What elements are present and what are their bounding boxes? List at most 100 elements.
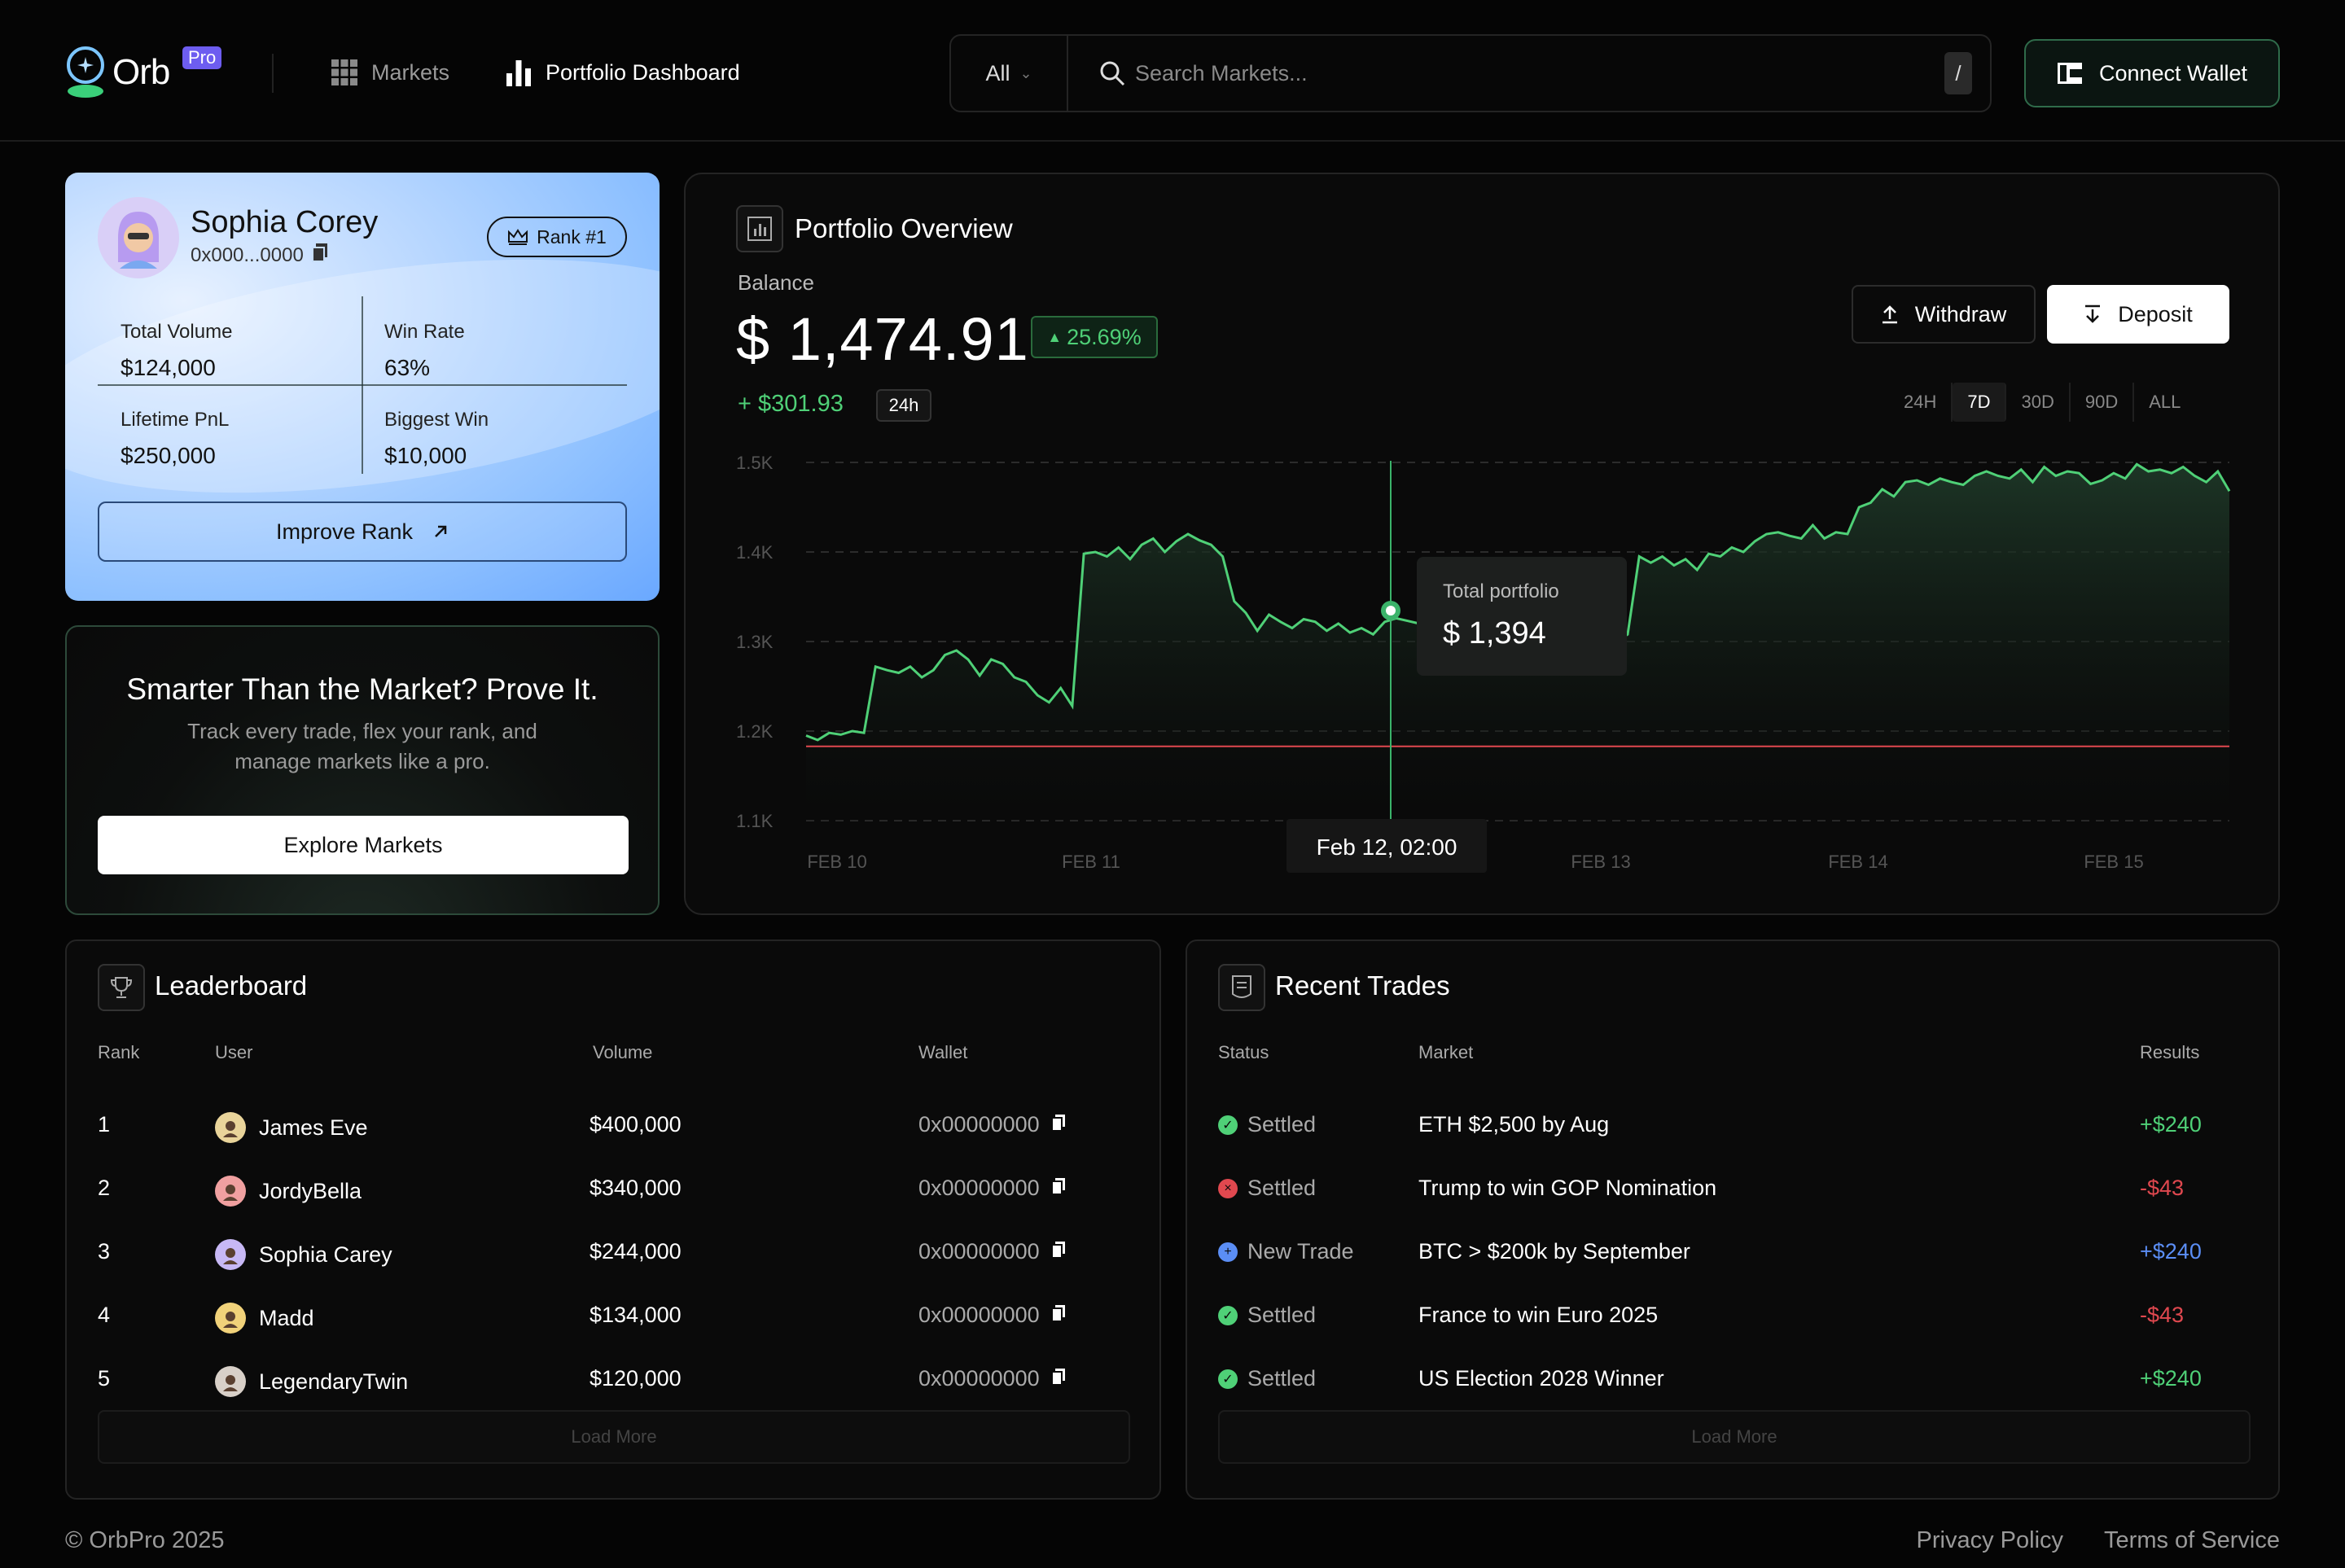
promo-title: Smarter Than the Market? Prove It.: [126, 672, 598, 706]
market-cell[interactable]: ETH $2,500 by Aug: [1418, 1112, 1610, 1137]
range-90d[interactable]: 90D: [2071, 383, 2135, 422]
hover-marker-core: [1386, 606, 1396, 615]
range-30d[interactable]: 30D: [2006, 383, 2071, 422]
table-row[interactable]: 5 LegendaryTwin $120,000 0x00000000: [67, 1355, 1159, 1404]
table-row[interactable]: × Settled Trump to win GOP Nomination -$…: [1187, 1164, 2278, 1213]
time-range-selector: 24H 7D 30D 90D ALL: [1889, 383, 2195, 422]
promo-subtitle: Track every trade, flex your rank, and m…: [187, 719, 537, 773]
withdraw-button[interactable]: Withdraw: [1852, 285, 2036, 344]
col-header-status: Status: [1218, 1042, 1269, 1062]
copy-icon[interactable]: [1050, 1176, 1066, 1201]
x-tick-label: FEB 11: [1062, 852, 1120, 872]
check-circle-icon: ✓: [1218, 1369, 1238, 1389]
range-7d[interactable]: 7D: [1953, 383, 2007, 422]
deposit-button[interactable]: Deposit: [2047, 285, 2229, 344]
status-cell: + New Trade: [1218, 1239, 1354, 1264]
trades-load-more-button[interactable]: Load More: [1218, 1410, 2251, 1464]
arrow-up-right-icon: [435, 525, 447, 537]
copy-icon[interactable]: [1050, 1112, 1066, 1137]
stat-label: Lifetime PnL: [121, 409, 230, 431]
user-cell: Madd: [215, 1303, 314, 1334]
wallet-cell: 0x00000000: [918, 1239, 1066, 1264]
status-cell: × Settled: [1218, 1176, 1316, 1201]
profile-name: Sophia Corey: [191, 205, 379, 239]
leaderboard-load-more-button[interactable]: Load More: [98, 1410, 1130, 1464]
wallet-icon: [2057, 63, 2082, 84]
avatar: [215, 1239, 246, 1270]
range-24h[interactable]: 24H: [1889, 383, 1953, 422]
result-cell: -$43: [2140, 1303, 2185, 1327]
table-row[interactable]: ✓ Settled France to win Euro 2025 -$43: [1187, 1291, 2278, 1340]
portfolio-title: Portfolio Overview: [795, 213, 1013, 243]
avatar: [215, 1176, 246, 1207]
rank-cell: 1: [98, 1112, 111, 1137]
table-row[interactable]: ✓ Settled US Election 2028 Winner +$240: [1187, 1355, 2278, 1404]
table-row[interactable]: 4 Madd $134,000 0x00000000: [67, 1291, 1159, 1340]
download-icon: [2085, 304, 2101, 323]
table-row[interactable]: + New Trade BTC > $200k by September +$2…: [1187, 1228, 2278, 1277]
market-cell[interactable]: Trump to win GOP Nomination: [1418, 1176, 1717, 1200]
x-tick-label: FEB 10: [807, 852, 866, 872]
result-cell: +$240: [2140, 1112, 2202, 1137]
avatar: [215, 1303, 246, 1334]
connect-wallet-button[interactable]: Connect Wallet: [2024, 39, 2280, 107]
explore-markets-button[interactable]: Explore Markets: [98, 816, 629, 874]
market-cell[interactable]: BTC > $200k by September: [1418, 1239, 1690, 1264]
table-row[interactable]: 2 JordyBella $340,000 0x00000000: [67, 1164, 1159, 1213]
table-row[interactable]: 1 James Eve $400,000 0x00000000: [67, 1101, 1159, 1150]
market-cell[interactable]: US Election 2028 Winner: [1418, 1366, 1664, 1391]
portfolio-overview-panel: 1.5K 1.4K 1.3K 1.2K 1.1K FEB 10 FEB 11 FEB 13 FE…: [684, 173, 2280, 915]
y-tick-label: 1.3K: [736, 632, 774, 652]
volume-cell: $120,000: [590, 1366, 682, 1391]
nav-portfolio-dashboard[interactable]: Portfolio Dashboard: [505, 59, 740, 86]
col-header-rank: Rank: [98, 1042, 140, 1062]
search-shortcut-key: /: [1944, 52, 1972, 94]
receipt-icon: [1218, 964, 1265, 1011]
stat-win-rate: Win Rate 63%: [384, 321, 465, 381]
search-icon: [1099, 60, 1125, 90]
copy-icon[interactable]: [1050, 1366, 1066, 1391]
nav-markets[interactable]: Markets: [331, 59, 449, 86]
user-name: LegendaryTwin: [259, 1369, 409, 1394]
volume-cell: $244,000: [590, 1239, 682, 1264]
market-cell[interactable]: France to win Euro 2025: [1418, 1303, 1659, 1327]
orb-logo-icon: [65, 46, 106, 99]
chart-box-icon: [736, 205, 783, 252]
top-header: Orb Pro Markets Portfolio Dashboard All …: [0, 0, 2345, 142]
plus-circle-icon: +: [1218, 1242, 1238, 1262]
stat-label: Biggest Win: [384, 409, 489, 431]
profile-card: Sophia Corey 0x000...0000 Rank #1 Total …: [65, 173, 660, 601]
rank-cell: 4: [98, 1303, 111, 1327]
table-row[interactable]: ✓ Settled ETH $2,500 by Aug +$240: [1187, 1101, 2278, 1150]
stat-label: Total Volume: [121, 321, 233, 343]
wallet-address: 0x00000000: [918, 1366, 1040, 1391]
nav-portfolio-label: Portfolio Dashboard: [546, 59, 740, 85]
status-cell: ✓ Settled: [1218, 1112, 1316, 1137]
deposit-label: Deposit: [2118, 301, 2193, 326]
range-all[interactable]: ALL: [2149, 392, 2181, 412]
copy-icon[interactable]: [1050, 1239, 1066, 1264]
privacy-policy-link[interactable]: Privacy Policy: [1916, 1527, 2064, 1553]
wallet-address: 0x00000000: [918, 1112, 1040, 1137]
copy-icon[interactable]: [1050, 1303, 1066, 1328]
user-name: JordyBella: [259, 1178, 362, 1203]
user-name: James Eve: [259, 1115, 368, 1140]
improve-rank-button[interactable]: Improve Rank: [98, 501, 627, 562]
logo[interactable]: Orb: [65, 46, 170, 99]
avatar: [98, 197, 179, 278]
y-tick-label: 1.4K: [736, 542, 774, 563]
table-row[interactable]: 3 Sophia Carey $244,000 0x00000000: [67, 1228, 1159, 1277]
col-header-results: Results: [2140, 1042, 2200, 1062]
wallet-cell: 0x00000000: [918, 1303, 1066, 1328]
copy-icon[interactable]: [311, 243, 328, 268]
stat-biggest-win: Biggest Win $10,000: [384, 409, 489, 469]
x-tick-label: FEB 15: [2084, 852, 2143, 872]
search-filter-value: All: [985, 60, 1010, 85]
avatar: [215, 1112, 246, 1143]
terms-of-service-link[interactable]: Terms of Service: [2104, 1527, 2280, 1553]
promo-card: Smarter Than the Market? Prove It. Track…: [65, 625, 660, 915]
check-circle-icon: ✓: [1218, 1305, 1238, 1325]
rank-cell: 3: [98, 1239, 111, 1264]
search-input[interactable]: [1135, 54, 1917, 93]
search-filter-dropdown[interactable]: All ⌄: [951, 36, 1068, 111]
